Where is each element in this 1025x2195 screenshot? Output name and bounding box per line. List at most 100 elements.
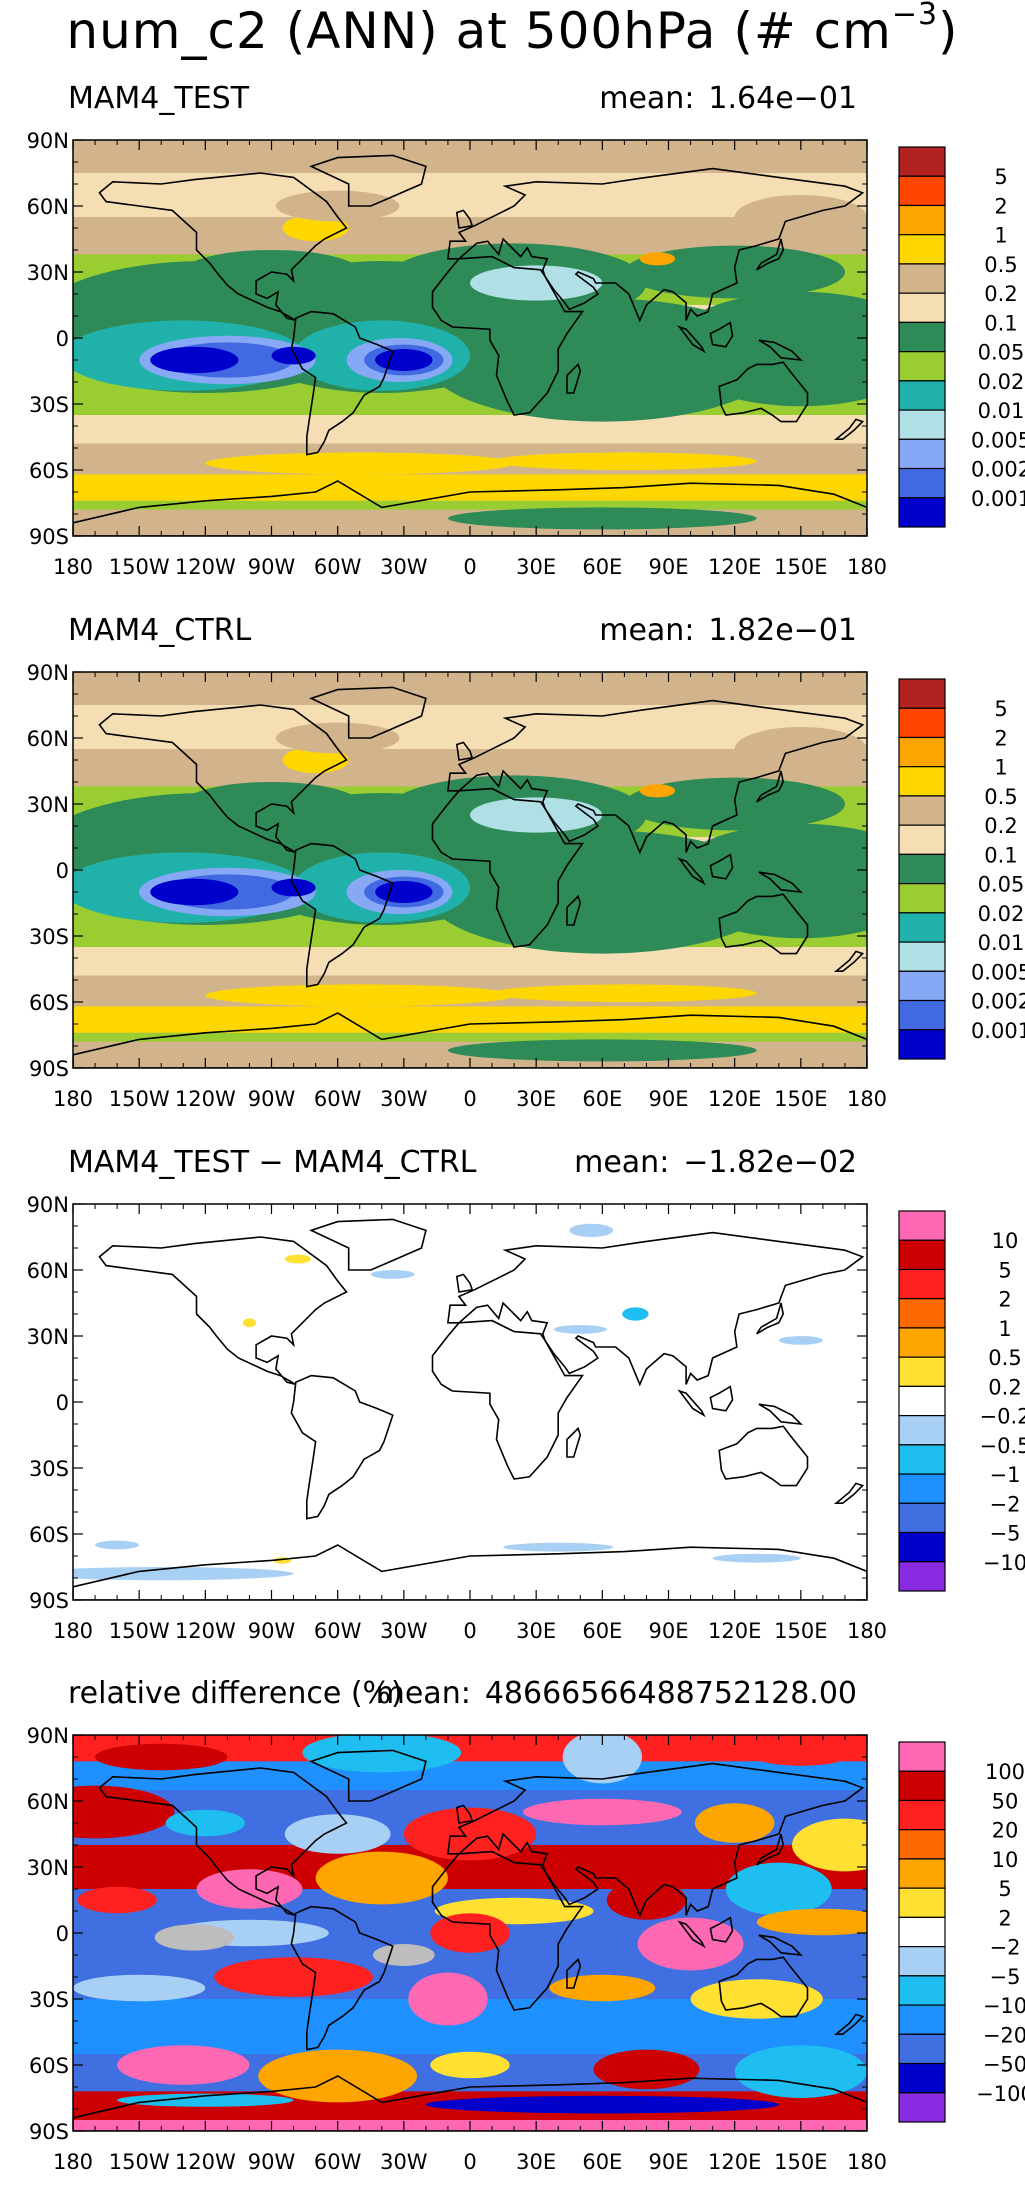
colorbar-label: 0.005 xyxy=(971,428,1025,452)
lon-tick-label: 30E xyxy=(516,2150,556,2174)
colorbar-swatch xyxy=(899,1771,945,1800)
lat-tick-label: 30N xyxy=(27,793,69,817)
lat-tick-label: 30S xyxy=(29,1988,69,2012)
colorbar-swatch xyxy=(899,352,945,381)
colorbar-label: 2 xyxy=(998,1288,1011,1312)
colorbar-label: 0.002 xyxy=(971,990,1025,1014)
figure-title-close: ) xyxy=(938,2,959,60)
lat-tick-label: 90S xyxy=(29,1057,69,1081)
lon-tick-label: 120E xyxy=(708,1087,761,1111)
lon-tick-label: 180 xyxy=(847,555,887,579)
lon-tick-label: 180 xyxy=(53,1087,93,1111)
lon-tick-label: 180 xyxy=(53,2150,93,2174)
colorbar-swatch xyxy=(899,1416,945,1445)
lon-tick-label: 90E xyxy=(649,2150,689,2174)
colorbar-label: 1 xyxy=(994,756,1007,780)
lat-tick-label: 60S xyxy=(29,459,69,483)
colorbar-label: 0.05 xyxy=(978,341,1025,365)
lon-tick-label: 90E xyxy=(649,1087,689,1111)
colorbar-swatch xyxy=(899,884,945,913)
figure-title-text: num_c2 (ANN) at 500hPa (# cm xyxy=(66,2,891,60)
lon-tick-label: 30W xyxy=(380,1087,428,1111)
colorbar-swatch xyxy=(899,2005,945,2034)
colorbar-swatch xyxy=(899,2034,945,2063)
map-background xyxy=(73,1204,867,1600)
colorbar-label: 0.5 xyxy=(984,253,1017,277)
colorbar-label: 20 xyxy=(992,1819,1019,1843)
figure-title: num_c2 (ANN) at 500hPa (# cm−3) xyxy=(0,0,1025,62)
lon-tick-label: 120E xyxy=(708,2150,761,2174)
colorbar-label: 0.005 xyxy=(971,960,1025,984)
map-field xyxy=(29,140,933,536)
map-field xyxy=(16,1731,898,2131)
lat-tick-label: 30N xyxy=(27,1325,69,1349)
lat-tick-label: 0 xyxy=(56,1391,69,1415)
colorbar-swatch xyxy=(899,1800,945,1829)
colorbar-label: 5 xyxy=(994,697,1007,721)
colorbar-swatch xyxy=(899,1562,945,1591)
lon-tick-label: 0 xyxy=(463,555,476,579)
colorbar-swatch xyxy=(899,913,945,942)
lon-tick-label: 150E xyxy=(774,2150,827,2174)
lon-tick-label: 120E xyxy=(708,555,761,579)
colorbar-label: −100 xyxy=(976,2082,1025,2106)
colorbar-swatch xyxy=(899,1859,945,1888)
lat-tick-label: 0 xyxy=(56,859,69,883)
colorbar-label: 0.5 xyxy=(984,785,1017,809)
lat-tick-label: 30N xyxy=(27,1856,69,1880)
colorbar-label: 0.2 xyxy=(988,1375,1021,1399)
colorbar-label: 2 xyxy=(994,194,1007,218)
colorbar-label: 0.001 xyxy=(971,1019,1025,1043)
figure-title-unit-exponent: −3 xyxy=(892,0,938,32)
colorbar-label: 0.2 xyxy=(984,814,1017,838)
colorbar-label: −50 xyxy=(983,2053,1025,2077)
lon-tick-label: 150W xyxy=(109,555,170,579)
lon-tick-label: 180 xyxy=(53,555,93,579)
colorbar-label: 100 xyxy=(985,1760,1025,1784)
colorbar-label: −5 xyxy=(990,1965,1021,1989)
lon-tick-label: 90W xyxy=(248,1087,296,1111)
colorbar-swatch xyxy=(899,1830,945,1859)
lon-tick-label: 120W xyxy=(175,1087,236,1111)
lat-tick-label: 60S xyxy=(29,1523,69,1547)
colorbar-swatch xyxy=(899,854,945,883)
lat-tick-label: 60N xyxy=(27,1259,69,1283)
colorbar-swatch xyxy=(899,1503,945,1532)
colorbar-swatch xyxy=(899,767,945,796)
lon-tick-label: 120W xyxy=(175,1619,236,1643)
colorbar-label: −1 xyxy=(990,1463,1021,1487)
colorbar-label: 0.1 xyxy=(984,843,1017,867)
colorbar-label: −10 xyxy=(983,1551,1025,1575)
colorbar-label: 0.05 xyxy=(978,873,1025,897)
panel-relative-difference: relative difference (%) mean:48666566488… xyxy=(0,1680,1025,2195)
lon-tick-label: 60E xyxy=(582,2150,622,2174)
colorbar-label: 5 xyxy=(998,1877,1011,1901)
lon-tick-label: 30E xyxy=(516,1619,556,1643)
map-field xyxy=(29,672,933,1068)
colorbar-swatch xyxy=(899,2064,945,2093)
lon-tick-label: 60E xyxy=(582,1619,622,1643)
colorbar-swatch xyxy=(899,469,945,498)
colorbar-swatch xyxy=(899,1976,945,2005)
colorbar-swatch xyxy=(899,1328,945,1357)
lon-tick-label: 180 xyxy=(53,1619,93,1643)
lon-tick-label: 60E xyxy=(582,555,622,579)
lat-tick-label: 90S xyxy=(29,525,69,549)
colorbar-swatch xyxy=(899,1474,945,1503)
colorbar-swatch xyxy=(899,1947,945,1976)
colorbar-label: −0.5 xyxy=(980,1434,1025,1458)
colorbar-swatch xyxy=(899,679,945,708)
lon-tick-label: 0 xyxy=(463,1619,476,1643)
lon-tick-label: 150E xyxy=(774,1619,827,1643)
colorbar-label: 2 xyxy=(994,726,1007,750)
lat-tick-label: 60S xyxy=(29,991,69,1015)
colorbar-label: 0.001 xyxy=(971,487,1025,511)
lon-tick-label: 0 xyxy=(463,1087,476,1111)
colorbar-label: 0.01 xyxy=(978,399,1025,423)
lat-tick-label: 30S xyxy=(29,393,69,417)
lat-tick-label: 60N xyxy=(27,1790,69,1814)
colorbar-swatch xyxy=(899,1240,945,1269)
